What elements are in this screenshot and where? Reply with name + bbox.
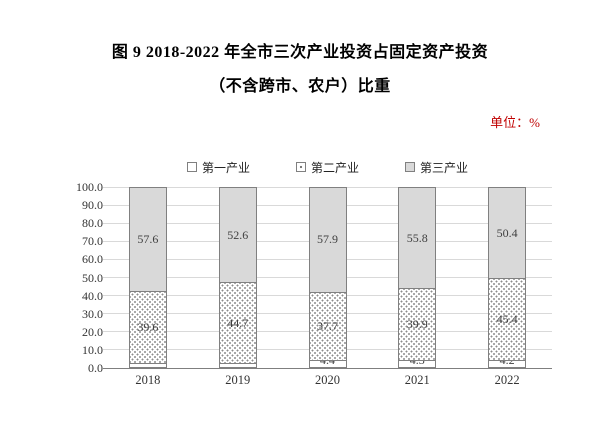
x-axis-line: [103, 367, 552, 369]
legend-item-2: 第二产业: [295, 159, 359, 176]
bar-segment-第二产业-2018: [128, 291, 167, 364]
y-tick-label: 70.0: [82, 234, 103, 249]
legend-label: 第一产业: [201, 160, 250, 175]
bar-segment-第三产业-2022: [488, 187, 527, 280]
data-label: 50.4: [496, 225, 518, 240]
x-tick-label: 2021: [404, 373, 430, 387]
bar-segment-第二产业-2022: [488, 278, 527, 362]
y-tick-label: 20.0: [82, 324, 103, 339]
legend-item-3: 第三产业: [405, 159, 468, 176]
y-tick-label: 0.0: [88, 361, 103, 375]
chart-title-line1: 图 9 2018-2022 年全市三次产业投资占固定资产投资: [111, 44, 489, 61]
data-label: 52.6: [227, 227, 249, 242]
data-label: 55.8: [406, 230, 428, 245]
data-label: 37.7: [317, 318, 338, 333]
data-label: 39.6: [137, 320, 159, 335]
gridline: [103, 186, 552, 188]
legend-item-1: 第一产业: [186, 159, 250, 176]
legend-label: 第三产业: [420, 160, 469, 175]
bar-segment-第三产业-2021: [398, 187, 437, 289]
bar-segment-第二产业-2020: [308, 291, 347, 362]
y-tick-label: 90.0: [82, 198, 103, 213]
bar-segment-第三产业-2019: [218, 187, 257, 284]
bar-segment-第二产业-2021: [398, 288, 437, 362]
unit-label: 单位：%: [490, 115, 540, 130]
legend-swatch-white-icon: [186, 162, 197, 172]
data-label: 44.7: [227, 315, 249, 330]
data-label: 57.9: [317, 232, 338, 247]
data-label: 45.4: [496, 312, 518, 327]
x-tick-label: 2019: [225, 373, 251, 387]
legend-swatch-gray-icon: [405, 162, 415, 172]
data-label: 57.6: [137, 232, 159, 247]
y-tick-label: 80.0: [82, 216, 103, 231]
y-tick-label: 60.0: [82, 252, 103, 267]
y-tick-label: 50.0: [82, 270, 103, 285]
chart-legend: 第一产业 第二产业 第三产业: [103, 157, 552, 177]
y-tick-label: 100.0: [76, 180, 103, 194]
y-tick-label: 30.0: [82, 306, 103, 321]
x-tick-label: 2018: [135, 373, 161, 387]
y-tick-label: 40.0: [82, 288, 103, 303]
plot-area: 2.839.657.62.744.752.64.437.757.94.339.9…: [103, 186, 552, 369]
bar-segment-第三产业-2020: [308, 187, 347, 293]
legend-swatch-dotted-icon: [295, 162, 306, 172]
x-tick-label: 2020: [315, 373, 340, 387]
bar-segment-第三产业-2018: [128, 187, 167, 293]
data-label: 39.9: [406, 317, 428, 332]
x-tick-label: 2022: [494, 373, 520, 387]
y-tick-label: 10.0: [82, 342, 103, 357]
chart-title-line2: （不含跨市、农户）比重: [209, 78, 391, 95]
bar-segment-第二产业-2019: [218, 282, 257, 365]
legend-label: 第二产业: [310, 160, 359, 175]
